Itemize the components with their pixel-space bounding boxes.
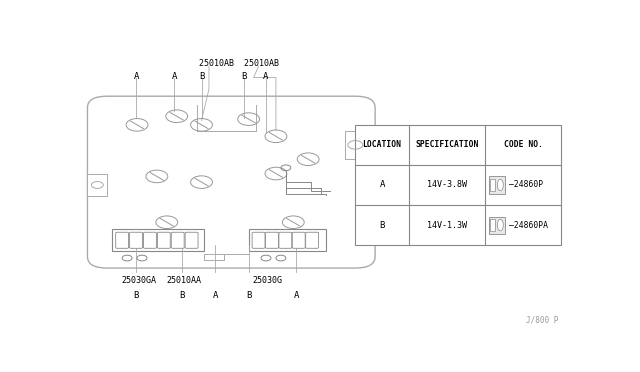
Text: SPECIFICATION: SPECIFICATION [415,140,479,150]
Bar [88,173,108,196]
FancyBboxPatch shape [143,232,156,248]
Text: A: A [263,72,269,81]
FancyBboxPatch shape [306,232,319,248]
Text: B: B [133,291,139,300]
Text: 25010AB  25010AB: 25010AB 25010AB [198,59,279,68]
Text: —24860PA: —24860PA [509,221,548,230]
FancyBboxPatch shape [279,232,292,248]
Bar [112,230,204,251]
Bar [490,179,495,191]
Bar [489,217,505,234]
Ellipse shape [497,179,503,191]
FancyBboxPatch shape [185,232,198,248]
Bar [490,219,495,231]
Text: A: A [380,180,385,189]
Text: A: A [172,72,177,81]
Text: A: A [133,72,139,81]
FancyBboxPatch shape [266,232,278,248]
Text: B: B [199,72,204,81]
FancyBboxPatch shape [157,232,170,248]
Text: J/800 P: J/800 P [526,315,559,324]
Bar [355,125,561,245]
Text: 25030GA: 25030GA [121,276,156,285]
Ellipse shape [497,219,503,231]
Text: 14V-1.3W: 14V-1.3W [427,221,467,230]
Text: B: B [179,291,184,300]
Text: B: B [246,291,252,300]
FancyBboxPatch shape [129,232,143,248]
FancyBboxPatch shape [172,232,184,248]
Text: 25030G: 25030G [253,276,282,285]
FancyBboxPatch shape [252,232,265,248]
Text: CODE NO.: CODE NO. [504,140,543,150]
Text: B: B [380,221,385,230]
FancyBboxPatch shape [292,232,305,248]
Bar [248,230,326,251]
Text: —24860P: —24860P [509,180,543,189]
Text: 25010AA: 25010AA [166,276,202,285]
Bar [346,131,365,159]
Text: 14V-3.8W: 14V-3.8W [427,180,467,189]
Text: LOCATION: LOCATION [362,140,401,150]
FancyBboxPatch shape [116,232,129,248]
Bar [489,176,505,193]
Text: A: A [212,291,218,300]
Text: B: B [241,72,246,81]
FancyBboxPatch shape [88,96,375,268]
Text: A: A [294,291,299,300]
